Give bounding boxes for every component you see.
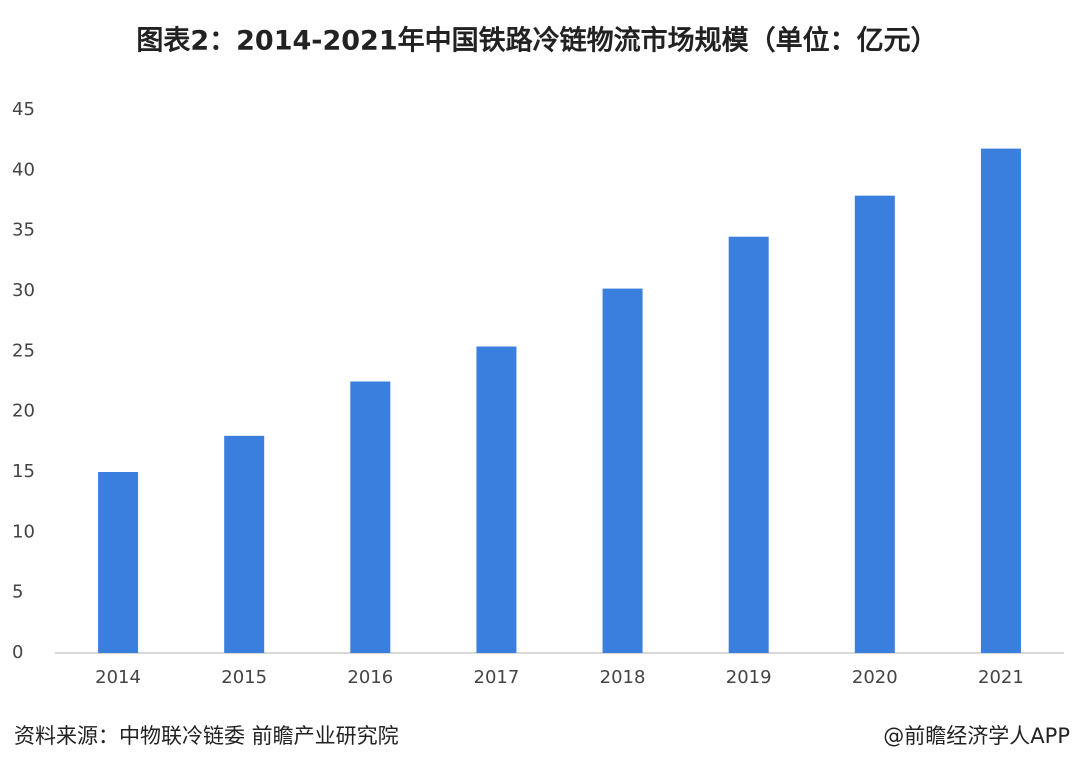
x-tick-label: 2020	[852, 667, 898, 688]
bar	[476, 346, 517, 653]
y-tick-label: 35	[12, 220, 35, 241]
x-tick-label: 2015	[221, 667, 267, 688]
credit: @前瞻经济学人APP	[883, 724, 1070, 748]
y-tick-label: 20	[12, 401, 35, 422]
y-tick-label: 45	[12, 99, 35, 120]
y-tick-label: 25	[12, 340, 35, 361]
y-tick-label: 30	[12, 280, 35, 301]
y-tick-label: 15	[12, 461, 35, 482]
chart-title: 图表2：2014-2021年中国铁路冷链物流市场规模（单位：亿元）	[136, 25, 937, 57]
y-tick-label: 10	[12, 521, 35, 542]
x-tick-label: 2021	[978, 667, 1024, 688]
x-tick-label: 2017	[474, 667, 520, 688]
x-tick-label: 2018	[600, 667, 646, 688]
bar	[224, 435, 265, 653]
x-tick-label: 2019	[726, 667, 772, 688]
bar	[98, 472, 139, 653]
y-tick-label: 5	[12, 582, 23, 603]
x-tick-label: 2016	[347, 667, 393, 688]
source-note: 资料来源：中物联冷链委 前瞻产业研究院	[14, 724, 399, 748]
bar	[728, 236, 769, 653]
y-tick-label: 0	[12, 642, 23, 663]
x-tick-label: 2014	[95, 667, 141, 688]
y-tick-label: 40	[12, 159, 35, 180]
bar	[980, 148, 1021, 653]
bar	[350, 381, 391, 653]
bar	[854, 195, 895, 653]
bar	[602, 288, 643, 653]
